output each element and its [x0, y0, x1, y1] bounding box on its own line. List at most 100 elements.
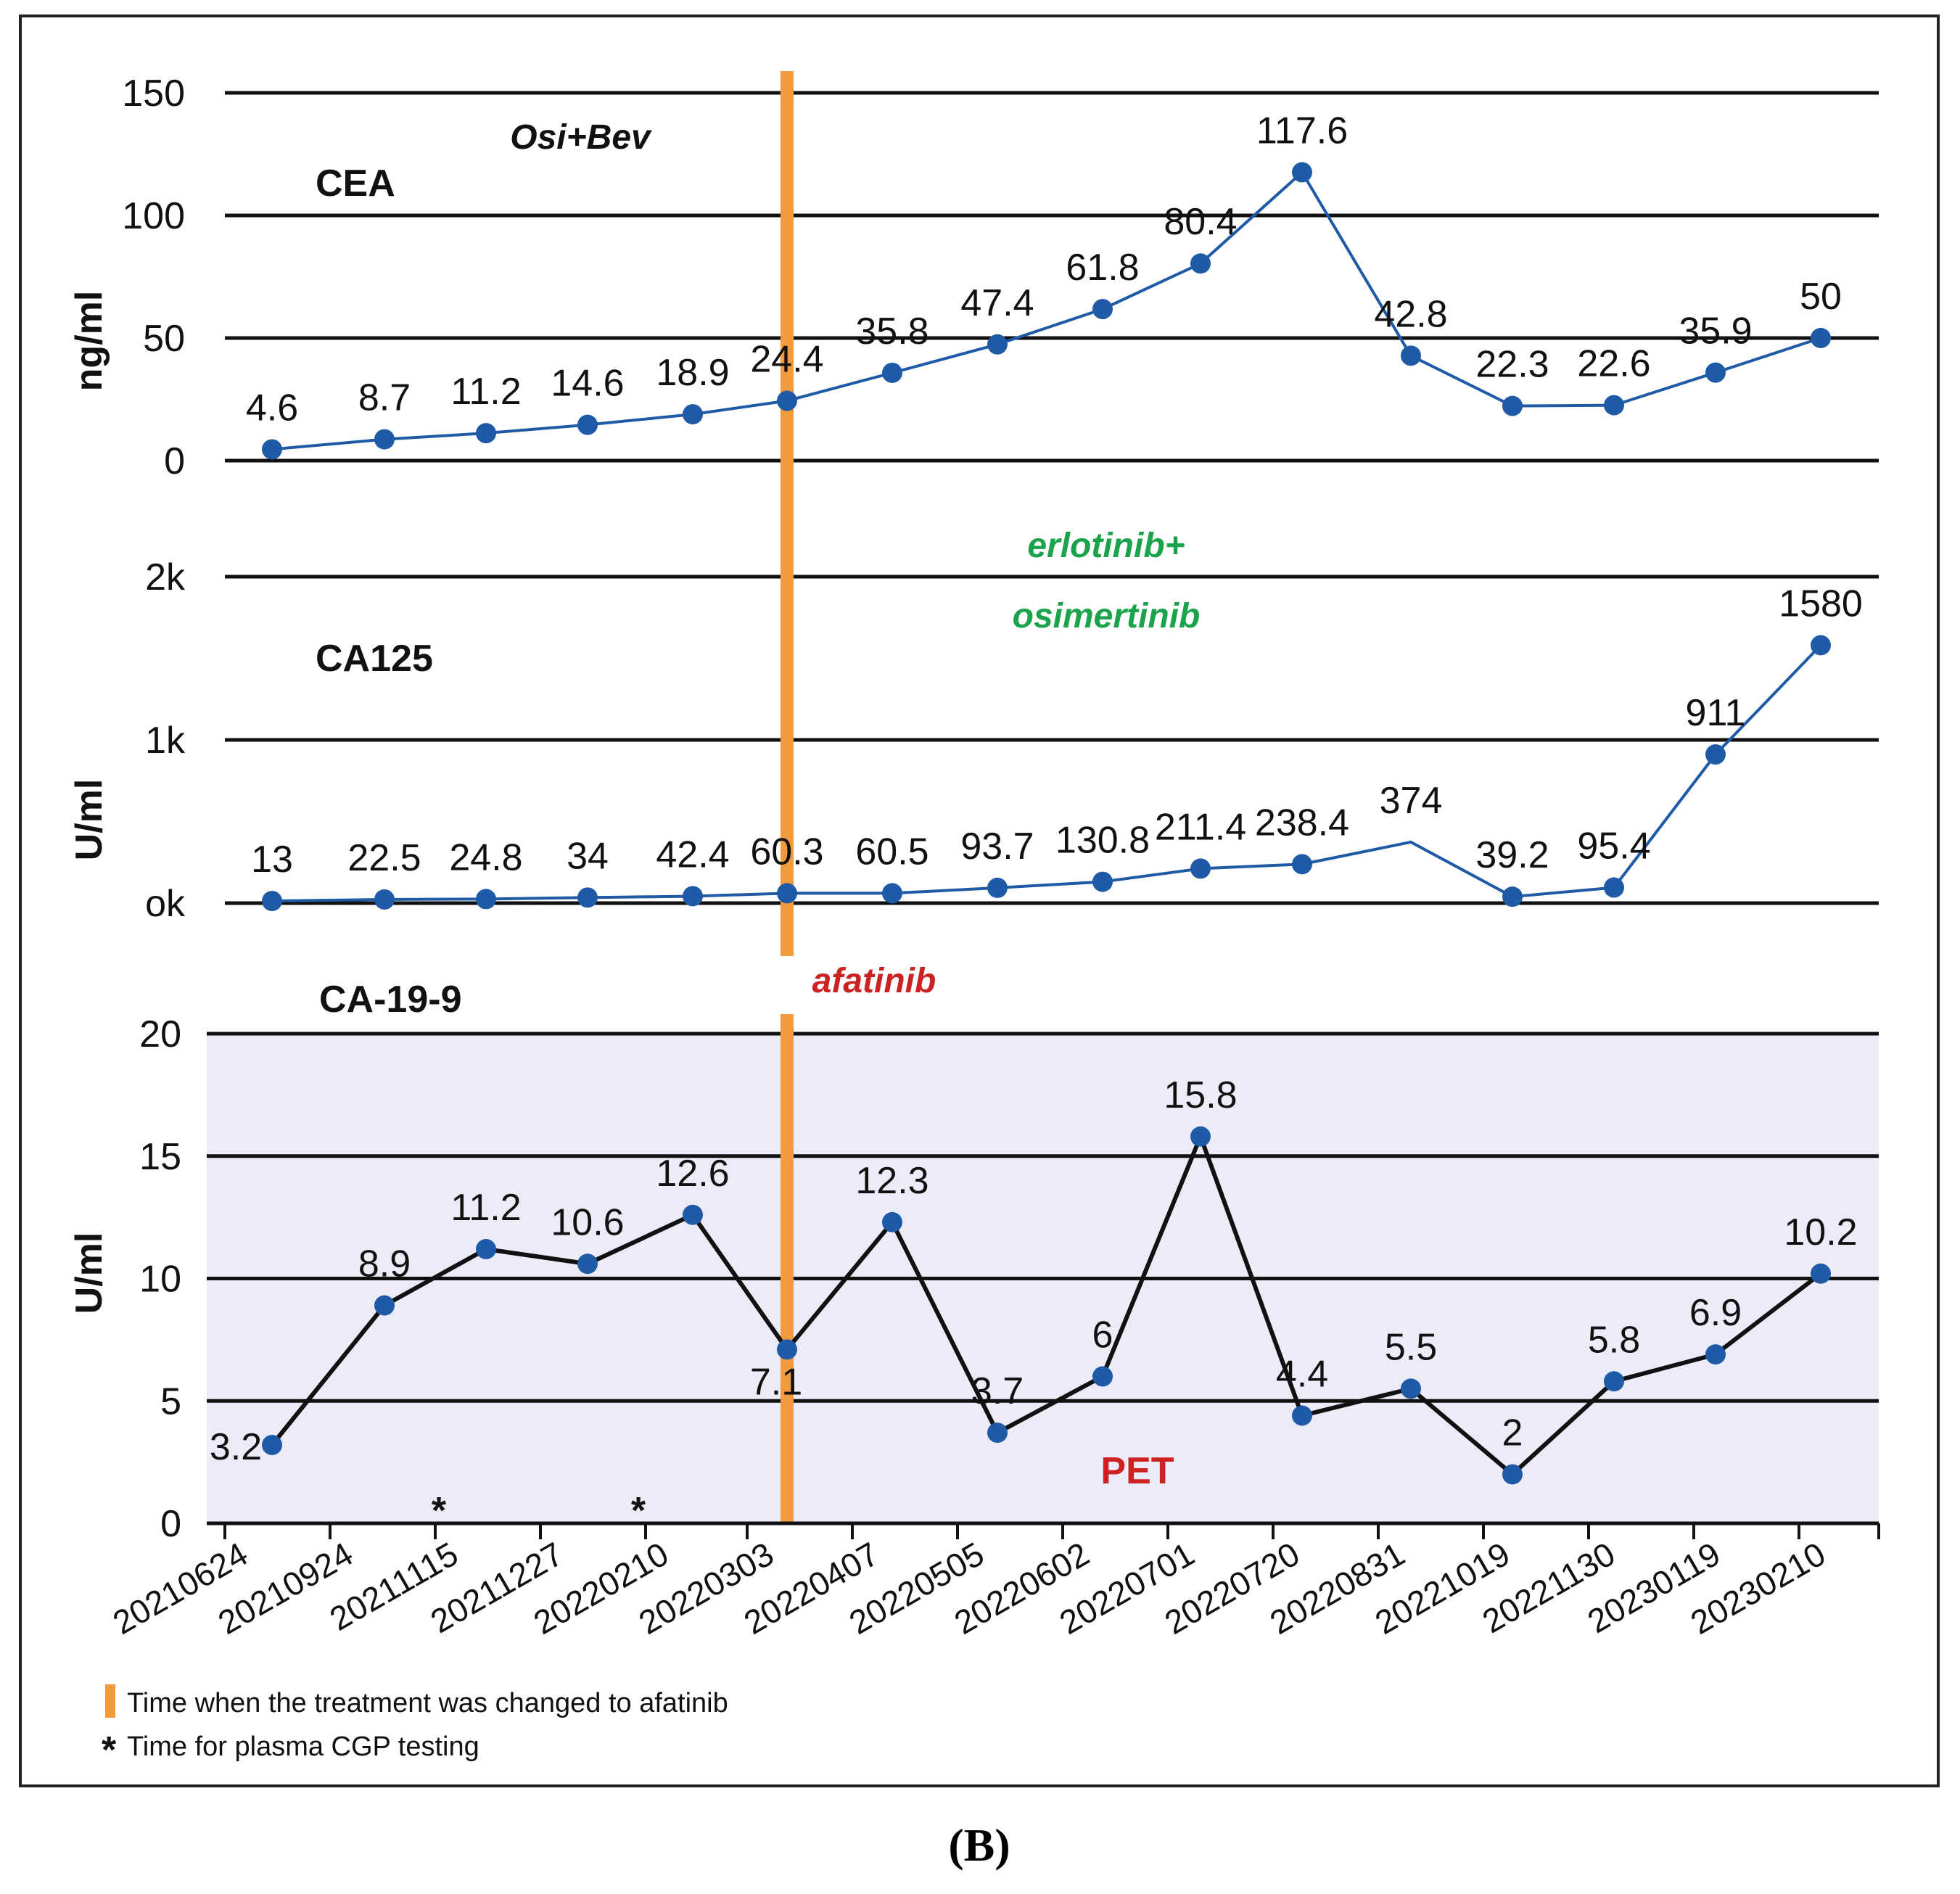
- cea-data-point: [987, 334, 1008, 355]
- pet-annotation: PET: [1100, 1450, 1174, 1492]
- legend-orange-bar: [105, 1684, 115, 1718]
- cea-ytick-label: 50: [143, 318, 185, 360]
- ca125-data-point: [374, 889, 395, 910]
- ca199-data-label: 7.1: [750, 1361, 802, 1403]
- ca199-data-point: [577, 1253, 598, 1275]
- ca199-title: CA-19-9: [319, 979, 462, 1021]
- ca199-data-label: 10.2: [1784, 1211, 1857, 1253]
- cea-data-point: [683, 404, 703, 425]
- ca125-ytick-label: 1k: [145, 720, 186, 762]
- ca199-data-point: [1811, 1263, 1831, 1284]
- cea-series-line: [271, 170, 1821, 451]
- ca125-data-point: [882, 883, 902, 904]
- cea-data-label: 42.8: [1374, 293, 1447, 335]
- ca125-ytick-label: ok: [145, 883, 186, 925]
- cea-data-point: [1604, 395, 1624, 416]
- ca199-data-point: [374, 1295, 395, 1316]
- ca125-data-label: 42.4: [656, 833, 729, 876]
- cgp-marker-2: *: [631, 1490, 646, 1532]
- ca125-data-label: 1580: [1779, 583, 1863, 625]
- cea-data-point: [1401, 345, 1421, 366]
- ca199-data-point: [262, 1435, 282, 1455]
- ca199-data-label: 12.3: [855, 1160, 928, 1202]
- cea-data-label: 4.6: [246, 387, 298, 429]
- ca199-data-label: 12.6: [656, 1153, 729, 1195]
- cea-data-point: [262, 439, 282, 460]
- ca199-data-point: [476, 1239, 496, 1259]
- ca199-data-point: [1092, 1366, 1113, 1387]
- ca125-data-point: [262, 891, 282, 912]
- figure-caption: (B): [948, 1819, 1010, 1871]
- cea-data-point: [1190, 253, 1211, 274]
- ca125-data-point: [1811, 635, 1831, 656]
- ca125-data-point: [577, 887, 598, 908]
- ca199-data-point: [1292, 1405, 1312, 1426]
- cea-data-label: 24.4: [750, 339, 823, 381]
- ca125-data-label: 130.8: [1055, 820, 1150, 862]
- ca199-data-label: 10.6: [551, 1201, 624, 1243]
- ca199-ytick-label: 15: [139, 1136, 181, 1178]
- ca125-data-point: [683, 886, 703, 907]
- ca199-data-label: 6: [1092, 1314, 1113, 1356]
- ca199-data-point: [1604, 1371, 1624, 1392]
- ca199-data-label: 8.9: [358, 1243, 411, 1285]
- cea-data-point: [1292, 162, 1312, 183]
- cea-data-label: 61.8: [1066, 247, 1139, 289]
- cea-data-label: 80.4: [1164, 201, 1237, 243]
- ca125-data-label: 39.2: [1475, 834, 1549, 876]
- cea-ytick-label: 0: [164, 440, 185, 482]
- ca199-data-label: 5.8: [1588, 1319, 1640, 1361]
- ca199-data-point: [1502, 1464, 1523, 1485]
- afatinib-annotation: afatinib: [812, 962, 936, 1000]
- cea-data-label: 50: [1800, 276, 1842, 318]
- erlotinib-annotation-line2: osimertinib: [1013, 597, 1201, 635]
- ca199-data-label: 3.2: [210, 1426, 262, 1468]
- cea-data-label: 47.4: [960, 282, 1034, 324]
- cea-data-label: 22.3: [1475, 344, 1549, 386]
- cea-data-point: [476, 423, 496, 444]
- ca125-data-point: [1190, 858, 1211, 879]
- cgp-marker-1: *: [432, 1490, 447, 1532]
- cea-ytick-label: 150: [122, 73, 185, 115]
- cea-title: CEA: [316, 162, 395, 205]
- ca125-data-label: 95.4: [1577, 825, 1650, 868]
- ca125-data-label: 34: [567, 835, 609, 877]
- ca199-data-label: 2: [1502, 1412, 1523, 1454]
- ca199-data-label: 3.7: [971, 1370, 1024, 1412]
- cea-data-point: [374, 429, 395, 450]
- ca125-data-label: 60.5: [855, 831, 928, 873]
- ca199-series-line: [270, 1134, 1822, 1477]
- ca125-data-point: [1705, 744, 1726, 765]
- ca125-ytick-label: 2k: [145, 556, 186, 598]
- ca125-data-point: [1604, 877, 1624, 898]
- cea-ytick-label: 100: [122, 195, 185, 237]
- ca125-data-point: [1502, 886, 1523, 907]
- ca199-data-point: [1705, 1344, 1726, 1365]
- cea-data-label: 117.6: [1256, 110, 1348, 152]
- ca199-data-point: [987, 1422, 1008, 1444]
- ca125-data-label: 22.5: [347, 837, 421, 879]
- ca199-data-label: 11.2: [450, 1187, 521, 1229]
- ca125-data-point: [777, 883, 797, 904]
- ca125-data-point: [1292, 854, 1312, 875]
- ca199-data-label: 5.5: [1385, 1326, 1437, 1368]
- ca125-data-label: 60.3: [750, 831, 823, 873]
- cea-data-point: [1705, 362, 1726, 383]
- ca125-data-point: [1092, 871, 1113, 892]
- cea-data-point: [1092, 299, 1113, 320]
- ca199-data-label: 6.9: [1689, 1292, 1742, 1334]
- ca199-ytick-label: 0: [160, 1503, 181, 1545]
- ca125-ylabel: U/ml: [68, 779, 110, 861]
- ca125-data-label: 13: [251, 839, 293, 881]
- ca125-data-label: 24.8: [449, 836, 522, 878]
- ca199-ylabel: U/ml: [68, 1232, 110, 1314]
- ca199-ytick-label: 20: [139, 1013, 181, 1055]
- ca199-data-label: 4.4: [1276, 1354, 1328, 1396]
- cea-data-point: [882, 362, 902, 383]
- osi-bev-annotation: Osi+Bev: [510, 118, 652, 157]
- cea-data-point: [1811, 328, 1831, 348]
- legend-asterisk: *: [102, 1729, 117, 1771]
- ca125-data-label: 93.7: [960, 825, 1034, 868]
- legend-cgp-text: Time for plasma CGP testing: [127, 1732, 479, 1762]
- ca199-data-point: [1190, 1126, 1211, 1147]
